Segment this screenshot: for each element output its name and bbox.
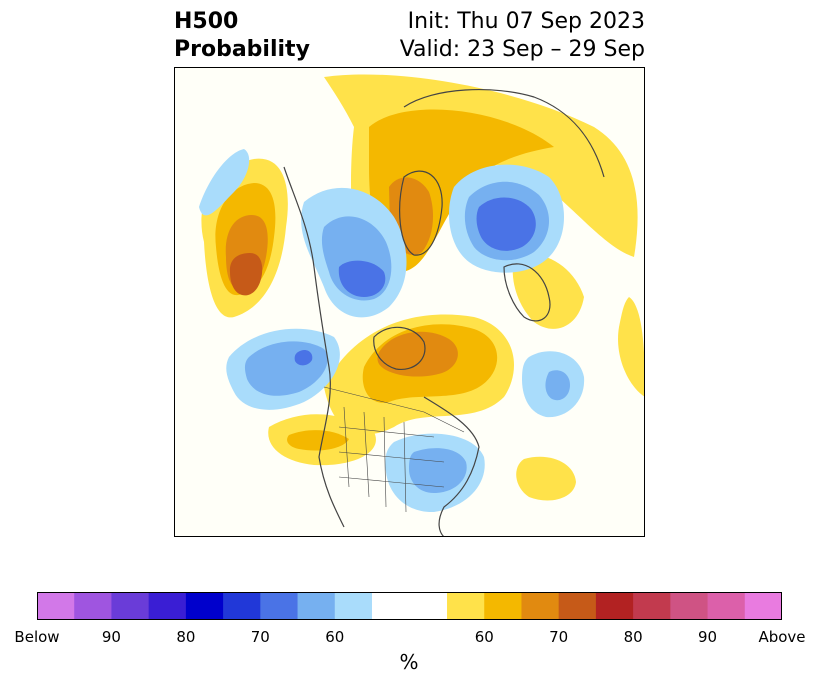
east-ridge: [618, 297, 645, 397]
colorbar-swatch: [744, 592, 782, 620]
valid-range: Valid: 23 Sep – 29 Sep: [399, 37, 645, 62]
coastlines: [283, 88, 605, 537]
east-coast: [423, 396, 480, 537]
chart-title: H500 Probability: [174, 8, 310, 64]
title-metric: Probability: [174, 37, 310, 62]
europe-ridge: [512, 254, 584, 329]
greenland-coast: [399, 170, 443, 256]
canada-ridge: [377, 331, 458, 377]
colorbar-tick-label: 90: [101, 628, 121, 646]
colorbar-swatch: [558, 592, 597, 620]
colorbar-tick-label: 70: [549, 628, 569, 646]
title-variable: H500: [174, 9, 239, 34]
colorbar-swatch: [371, 592, 448, 620]
colorbar-swatch: [521, 592, 560, 620]
north-pacific-ridge: [229, 253, 263, 296]
colorbar-swatch: [633, 592, 671, 620]
colorbar-swatch: [74, 592, 112, 620]
us-canada-border: [323, 386, 465, 433]
init-date: Init: Thu 07 Sep 2023: [407, 9, 645, 34]
colorbar-tick-label: 60: [474, 628, 494, 646]
atlantic-ridge: [516, 456, 576, 501]
alaska-trough: [199, 149, 250, 216]
southwest-ridge: [287, 430, 349, 451]
colorbar-tick-label: 60: [325, 628, 345, 646]
colorbar-tick-label: 80: [176, 628, 196, 646]
colorbar-swatch: [670, 592, 709, 620]
colorbar-unit: %: [399, 650, 419, 674]
colorbar-swatch: [484, 592, 522, 620]
eurasia-coast: [403, 88, 605, 178]
polar-vortex-trough: [476, 197, 536, 251]
pacific-trough: [294, 349, 313, 366]
eastern-us-trough: [409, 448, 467, 494]
colorbar: [37, 592, 782, 620]
colorbar-swatch: [185, 592, 224, 620]
colorbar-swatch: [297, 592, 336, 620]
colorbar-tick-label: Below: [14, 628, 60, 646]
colorbar-swatch: [447, 592, 485, 620]
map-frame: [174, 67, 645, 537]
colorbar-swatch: [334, 592, 373, 620]
state-borders: [323, 386, 465, 513]
colorbar-swatch: [595, 592, 634, 620]
probability-map: [174, 67, 645, 537]
colorbar-tick-label: Above: [758, 628, 806, 646]
date-info: Init: Thu 07 Sep 2023 Valid: 23 Sep – 29…: [400, 8, 645, 64]
state-lines: [338, 406, 445, 513]
western-canada-trough: [338, 260, 386, 297]
colorbar-swatch: [148, 592, 187, 620]
atlantic-trough: [545, 370, 570, 401]
below-normal-regions: [199, 149, 585, 513]
hudson-bay-coast: [373, 326, 426, 370]
colorbar-tick-label: 70: [250, 628, 270, 646]
colorbar-tick-label: 80: [623, 628, 643, 646]
colorbar-swatch: [37, 592, 75, 620]
colorbar-border: [37, 592, 782, 620]
colorbar-swatch: [111, 592, 150, 620]
colorbar-swatch: [707, 592, 746, 620]
colorbar-swatch: [260, 592, 299, 620]
colorbar-swatch: [223, 592, 261, 620]
north-america-west-coast: [283, 166, 345, 528]
colorbar-tick-label: 90: [698, 628, 718, 646]
europe-coast: [503, 263, 551, 322]
